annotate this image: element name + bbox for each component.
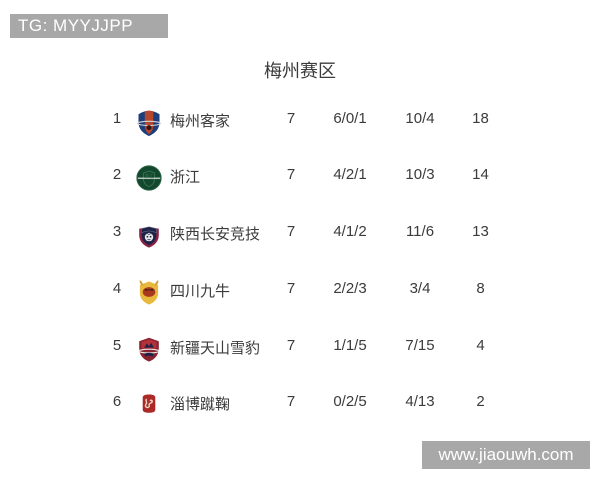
svg-text:浙江: 浙江 [144,172,154,179]
